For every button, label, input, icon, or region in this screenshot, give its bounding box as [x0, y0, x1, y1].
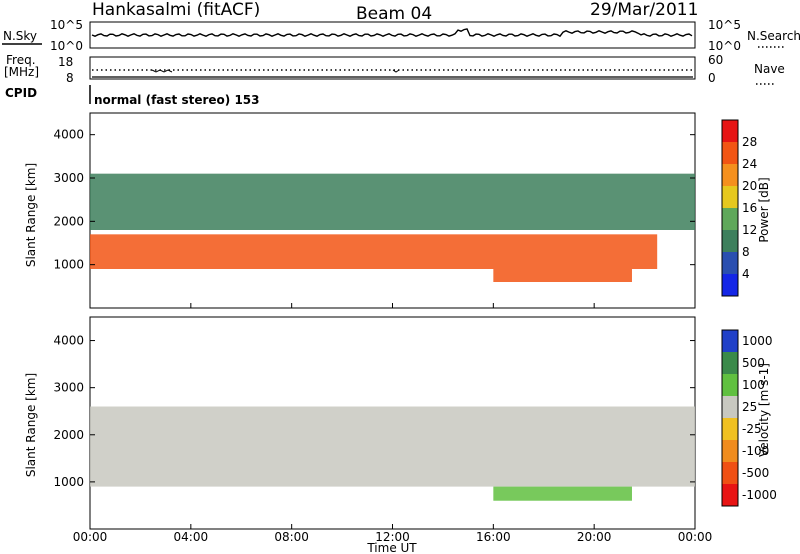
velocity-y-tick-label: 4000	[53, 334, 84, 348]
power-colorbar-label: Power [dB]	[757, 177, 771, 242]
velocity-colorbar-tick-label: -500	[742, 466, 769, 480]
time-axis-label: Time UT	[366, 541, 417, 554]
nave-dip-2	[392, 69, 400, 73]
nsky-trace	[91, 28, 693, 38]
cpid-mode-text: normal (fast stereo) 153	[94, 93, 260, 107]
beam-title: Beam 04	[356, 4, 432, 24]
time-tick-label: 00:00	[73, 530, 108, 544]
power-y-axis-label: Slant Range [km]	[24, 163, 38, 267]
power-y-tick-label: 3000	[53, 171, 84, 185]
velocity-heatmap	[90, 406, 695, 501]
velocity-colorbar-tick-label: 25	[742, 400, 757, 414]
power-colorbar-swatch	[722, 186, 738, 209]
nsky-left-tick-top: 10^5	[50, 18, 83, 32]
time-tick-label: 16:00	[476, 530, 511, 544]
velocity-colorbar-tick-label: -25	[742, 422, 762, 436]
power-colorbar-tick-label: 16	[742, 201, 757, 215]
power-colorbar-tick-label: 12	[742, 223, 757, 237]
freq-right-tick-bottom: 0	[708, 71, 716, 85]
power-colorbar-tick-label: 24	[742, 157, 757, 171]
time-tick-label: 04:00	[174, 530, 209, 544]
velocity-colorbar-label: Velocity [m s-1]	[757, 363, 771, 457]
power-colorbar-tick-label: 28	[742, 135, 757, 149]
velocity-colorbar-tick-label: -1000	[742, 488, 777, 502]
velocity-colorbar-swatch	[722, 462, 738, 485]
velocity-echo-band	[493, 486, 632, 501]
time-tick-label: 08:00	[274, 530, 309, 544]
velocity-echo-band	[90, 406, 695, 487]
power-y-tick-label: 2000	[53, 214, 84, 228]
power-colorbar-tick-label: 4	[742, 267, 750, 281]
power-colorbar: 28 24 20 16 12 8 4	[721, 119, 757, 297]
power-colorbar-frame	[721, 119, 739, 297]
cpid-panel: CPID normal (fast stereo) 153	[5, 85, 260, 107]
velocity-colorbar-swatch	[722, 330, 738, 353]
nsky-left-tick-bottom: 10^0	[50, 39, 83, 53]
power-y-axis: 1000 2000 3000 4000	[53, 128, 695, 272]
nave-dip	[151, 69, 173, 73]
date-title: 29/Mar/2011	[590, 0, 698, 20]
time-tick-label: 20:00	[577, 530, 612, 544]
nsky-frame	[89, 21, 696, 49]
velocity-colorbar-swatch	[722, 396, 738, 419]
cpid-label: CPID	[5, 86, 37, 100]
power-y-tick-label: 1000	[53, 258, 84, 272]
freq-left-tick-top: 18	[58, 55, 73, 69]
nsky-panel: N.Sky 10^5 10^0 10^5 10^0 N.Search	[2, 18, 800, 53]
velocity-colorbar-swatch	[722, 374, 738, 397]
nsky-right-label: N.Search	[747, 29, 800, 43]
time-tick-label: 12:00	[375, 530, 410, 544]
velocity-panel: 1000 2000 3000 4000 Slant Range [km] 1000 50…	[24, 316, 777, 530]
power-colorbar-swatch	[722, 230, 738, 253]
velocity-colorbar-tick-label: 100	[742, 378, 765, 392]
nave-label: Nave	[754, 62, 785, 76]
time-axis: 00:00 04:00 08:00 12:00 16:00 20:00 00:00	[73, 303, 713, 544]
power-echo-band	[90, 234, 658, 269]
velocity-y-axis: 1000 2000 3000 4000	[53, 334, 695, 489]
velocity-colorbar-swatch	[722, 440, 738, 463]
time-tick-label: 00:00	[678, 530, 713, 544]
power-colorbar-swatch	[722, 164, 738, 187]
velocity-colorbar-swatch	[722, 352, 738, 375]
velocity-y-axis-label: Slant Range [km]	[24, 373, 38, 477]
nsky-right-tick-bottom: 10^0	[708, 39, 741, 53]
nsky-right-tick-top: 10^5	[708, 18, 741, 32]
power-colorbar-tick-label: 20	[742, 179, 757, 193]
power-colorbar-tick-label: 8	[742, 245, 750, 259]
power-y-tick-label: 4000	[53, 128, 84, 142]
velocity-y-tick-label: 2000	[53, 428, 84, 442]
freq-label-2: [MHz]	[4, 65, 39, 79]
power-heatmap	[90, 173, 695, 282]
velocity-y-tick-label: 3000	[53, 381, 84, 395]
freq-frame	[89, 56, 696, 80]
power-panel: 1000 2000 3000 4000 Slant Range [km] 28 24 20…	[24, 112, 771, 309]
velocity-colorbar-swatch	[722, 418, 738, 441]
freq-left-tick-bottom: 8	[66, 71, 74, 85]
power-echo-band	[493, 269, 632, 282]
velocity-colorbar-swatch	[722, 484, 738, 507]
power-colorbar-swatch	[722, 274, 738, 297]
nsky-left-label: N.Sky	[3, 29, 37, 43]
power-echo-band	[90, 173, 695, 230]
power-colorbar-swatch	[722, 252, 738, 275]
velocity-colorbar-tick-label: 500	[742, 356, 765, 370]
velocity-y-tick-label: 1000	[53, 475, 84, 489]
power-colorbar-swatch	[722, 142, 738, 165]
velocity-colorbar: 1000 500 100 25 -25 -100 -500 -1000	[721, 329, 777, 507]
power-colorbar-swatch	[722, 120, 738, 143]
freq-label-1: Freq.	[6, 53, 36, 67]
station-title: Hankasalmi (fitACF)	[92, 0, 260, 20]
velocity-colorbar-tick-label: -100	[742, 444, 769, 458]
velocity-colorbar-tick-label: 1000	[742, 334, 773, 348]
freq-right-tick-top: 60	[708, 53, 723, 67]
freq-panel: Freq. [MHz] 18 8 60 0 Nave	[4, 53, 785, 85]
velocity-colorbar-frame	[721, 329, 739, 507]
power-colorbar-swatch	[722, 208, 738, 231]
